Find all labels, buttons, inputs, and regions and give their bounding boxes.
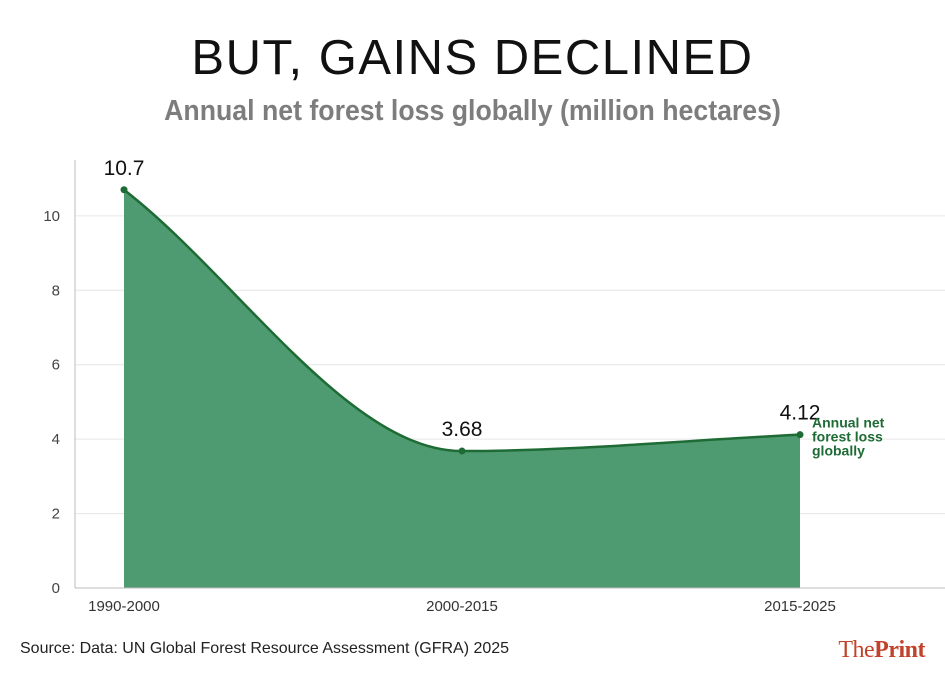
area-layer [120, 186, 804, 588]
y-tick-label-2: 2 [52, 506, 60, 523]
area-fill [124, 189, 800, 588]
y-tick-label-10: 10 [43, 208, 60, 225]
x-tick-label-2: 2000-2015 [426, 598, 498, 615]
logo-print: Print [874, 637, 925, 663]
data-label-3: 4.12 [780, 402, 821, 425]
chart-title: BUT, GAINS DECLINED [191, 31, 754, 85]
x-tick-label-1: 1990-2000 [88, 598, 160, 615]
series-line [123, 188, 801, 453]
data-point-3 [796, 431, 804, 439]
x-tick-label-3: 2015-2025 [764, 598, 836, 615]
series-legend-label-line-1: Annual net [812, 415, 885, 431]
y-tick-label-6: 6 [52, 357, 60, 374]
data-point-2 [458, 447, 466, 455]
series-legend-label-line-3: globally [812, 443, 865, 459]
axes: 0 2 4 6 8 10 1990-2000 2000-2015 2015-2025 [43, 160, 945, 615]
chart-subtitle: Annual net forest loss globally (million… [164, 95, 781, 127]
series-legend-label-line-2: forest loss [812, 429, 883, 445]
data-label-2: 3.68 [442, 418, 483, 441]
y-tick-label-4: 4 [52, 431, 60, 448]
y-tick-label-0: 0 [52, 580, 60, 597]
y-tick-label-8: 8 [52, 282, 60, 299]
data-point-1 [120, 186, 128, 194]
source-note: Source: Data: UN Global Forest Resource … [20, 640, 510, 657]
logo-the: The [838, 637, 875, 663]
data-label-1: 10.7 [104, 157, 145, 180]
brand-logo: ThePrint [838, 637, 925, 664]
